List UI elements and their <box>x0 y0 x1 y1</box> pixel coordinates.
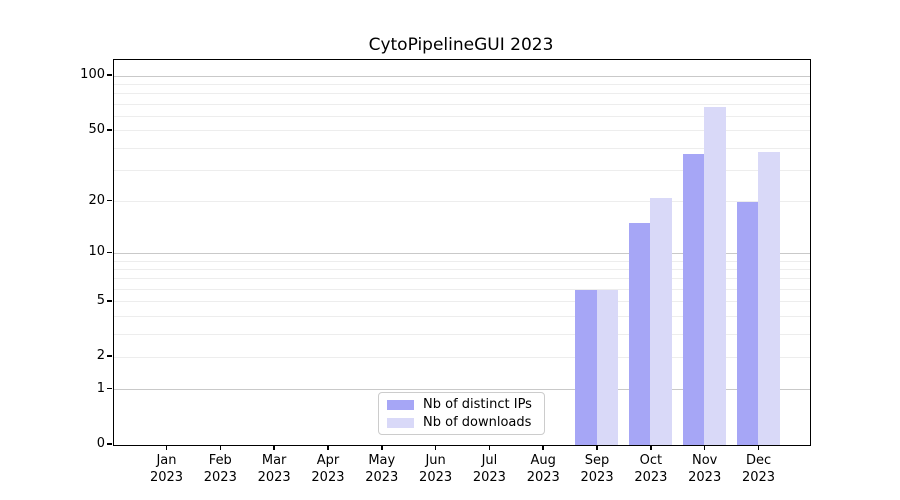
gridline-minor <box>114 170 810 172</box>
y-tick-mark <box>107 199 112 202</box>
gridline-minor <box>114 201 810 203</box>
bar-distinct-ips-sep <box>575 289 597 445</box>
y-tick-label: 1 <box>96 380 105 396</box>
gridline-minor <box>114 147 810 149</box>
x-tick-label-jun: Jun 2023 <box>419 453 453 485</box>
x-tick-label-aug: Aug 2023 <box>526 453 560 485</box>
gridline-minor <box>114 315 810 317</box>
y-tick-label: 0 <box>96 436 105 451</box>
x-tick-mark <box>488 445 491 450</box>
bar-downloads-nov <box>704 106 726 445</box>
x-tick-label-nov: Nov 2023 <box>688 453 722 485</box>
x-tick-label-jul: Jul 2023 <box>472 453 506 485</box>
x-tick-mark <box>434 445 437 450</box>
gridline-minor <box>114 289 810 290</box>
x-tick-label-may: May 2023 <box>365 453 399 485</box>
chart-title: CytoPipelineGUI 2023 <box>368 35 554 55</box>
legend-label-downloads: Nb of downloads <box>423 415 532 430</box>
y-tick-mark <box>107 251 112 254</box>
x-tick-mark <box>542 445 544 450</box>
y-tick-label: 20 <box>88 192 105 208</box>
y-tick-label: 5 <box>96 292 105 308</box>
bar-downloads-oct <box>650 197 672 445</box>
x-tick-label-sep: Sep 2023 <box>580 453 614 485</box>
y-tick-label: 100 <box>80 67 105 83</box>
legend-item-distinct-ips: Nb of distinct IPs <box>387 397 536 412</box>
plot-area <box>113 59 811 446</box>
x-tick-mark <box>596 445 598 450</box>
y-tick-mark <box>107 355 112 357</box>
gridline-minor <box>114 93 810 95</box>
x-tick-mark <box>165 445 168 450</box>
x-tick-mark <box>273 445 275 450</box>
x-tick-mark <box>219 445 222 450</box>
y-tick-mark <box>107 74 112 76</box>
y-tick-mark <box>107 300 112 302</box>
gridline-minor <box>114 301 810 303</box>
y-tick-label: 10 <box>88 244 105 260</box>
bar-downloads-dec <box>758 152 780 445</box>
gridline-minor <box>114 103 810 105</box>
x-tick-label-mar: Mar 2023 <box>257 453 291 485</box>
gridline-minor <box>114 268 810 270</box>
bar-distinct-ips-oct <box>628 223 651 445</box>
gridline-major <box>114 75 810 77</box>
legend-swatch-distinct-ips <box>387 399 414 410</box>
gridline-major <box>114 389 810 391</box>
y-tick-label: 2 <box>96 348 105 364</box>
x-tick-label-apr: Apr 2023 <box>311 453 345 485</box>
y-tick-mark <box>107 129 112 131</box>
bar-distinct-ips-dec <box>736 201 759 445</box>
x-tick-mark <box>703 445 706 450</box>
y-tick-label: 50 <box>88 121 105 137</box>
legend-label-distinct-ips: Nb of distinct IPs <box>423 397 532 412</box>
bar-downloads-sep <box>596 289 619 445</box>
x-tick-mark <box>757 445 760 450</box>
bar-distinct-ips-nov <box>682 154 705 445</box>
legend: Nb of distinct IPs Nb of downloads <box>378 392 545 435</box>
gridline-minor <box>114 278 810 280</box>
y-tick-mark <box>107 443 112 445</box>
gridline-minor <box>114 115 810 117</box>
x-tick-label-oct: Oct 2023 <box>634 453 668 485</box>
y-tick-mark <box>107 387 112 390</box>
x-tick-label-feb: Feb 2023 <box>203 453 237 485</box>
gridline-minor <box>114 84 810 86</box>
gridline-major <box>114 252 810 254</box>
x-tick-label-dec: Dec 2023 <box>741 453 776 485</box>
gridline-minor <box>114 260 810 262</box>
gridline-minor <box>114 356 810 358</box>
x-tick-mark <box>650 445 652 450</box>
x-tick-label-jan: Jan 2023 <box>149 453 184 485</box>
gridline-minor <box>114 130 810 132</box>
gridline-minor <box>114 333 810 335</box>
x-tick-mark <box>381 445 383 450</box>
legend-item-downloads: Nb of downloads <box>387 415 536 430</box>
x-tick-mark <box>327 445 329 450</box>
legend-swatch-downloads <box>387 417 414 428</box>
